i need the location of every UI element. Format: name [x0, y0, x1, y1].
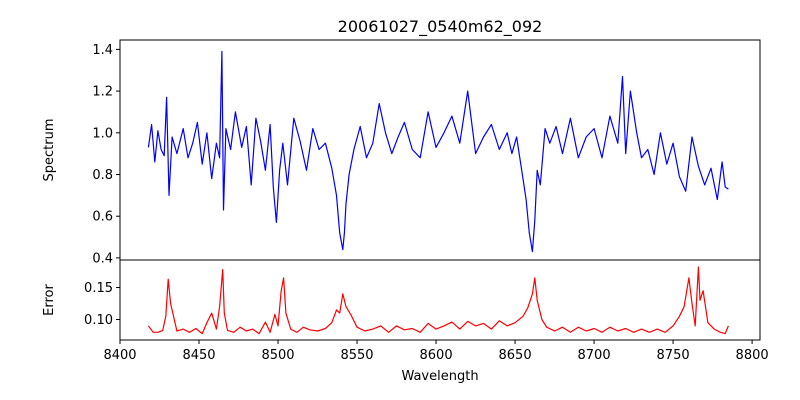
x-tick-label: 8500 [261, 348, 294, 363]
error-panel: 0.10 0.15 Error [42, 259, 761, 341]
error-y-tick-label: 0.10 [84, 313, 113, 328]
error-y-axis-label: Error [42, 284, 57, 316]
x-tick-label: 8800 [736, 348, 769, 363]
error-axes-frame [119, 259, 761, 341]
error-line [147, 266, 729, 335]
spectrum-y-tick-label: 1.4 [92, 43, 113, 58]
spectrum-y-tick-label: 0.4 [92, 251, 113, 266]
x-axis-ticks: 8400 8450 8500 8550 8600 8650 8700 8750 8800 [103, 340, 769, 363]
x-tick-label: 8400 [103, 348, 136, 363]
spectrum-y-ticks: 0.4 0.6 0.8 1.0 1.2 1.4 [92, 43, 120, 266]
x-tick-label: 8700 [578, 348, 611, 363]
error-y-ticks: 0.10 0.15 [84, 281, 120, 328]
x-tick-label: 8450 [182, 348, 215, 363]
x-tick-label: 8600 [420, 348, 453, 363]
spectrum-y-tick-label: 1.0 [92, 126, 113, 141]
x-tick-label: 8650 [499, 348, 532, 363]
chart-title: 20061027_0540m62_092 [338, 17, 543, 37]
x-tick-label: 8750 [657, 348, 690, 363]
spectrum-series [147, 50, 729, 253]
x-axis-label: Wavelength [401, 369, 478, 384]
error-series [147, 266, 729, 335]
error-y-tick-label: 0.15 [84, 281, 113, 296]
spectrum-panel: 0.4 0.6 0.8 1.0 1.2 1.4 Spectrum [42, 39, 761, 266]
x-tick-label: 8550 [340, 348, 373, 363]
spectrum-y-axis-label: Spectrum [42, 119, 57, 182]
spectrum-line [147, 50, 729, 253]
spectrum-y-tick-label: 1.2 [92, 85, 113, 100]
spectrum-y-tick-label: 0.6 [92, 210, 113, 225]
spectrum-y-tick-label: 0.8 [92, 168, 113, 183]
